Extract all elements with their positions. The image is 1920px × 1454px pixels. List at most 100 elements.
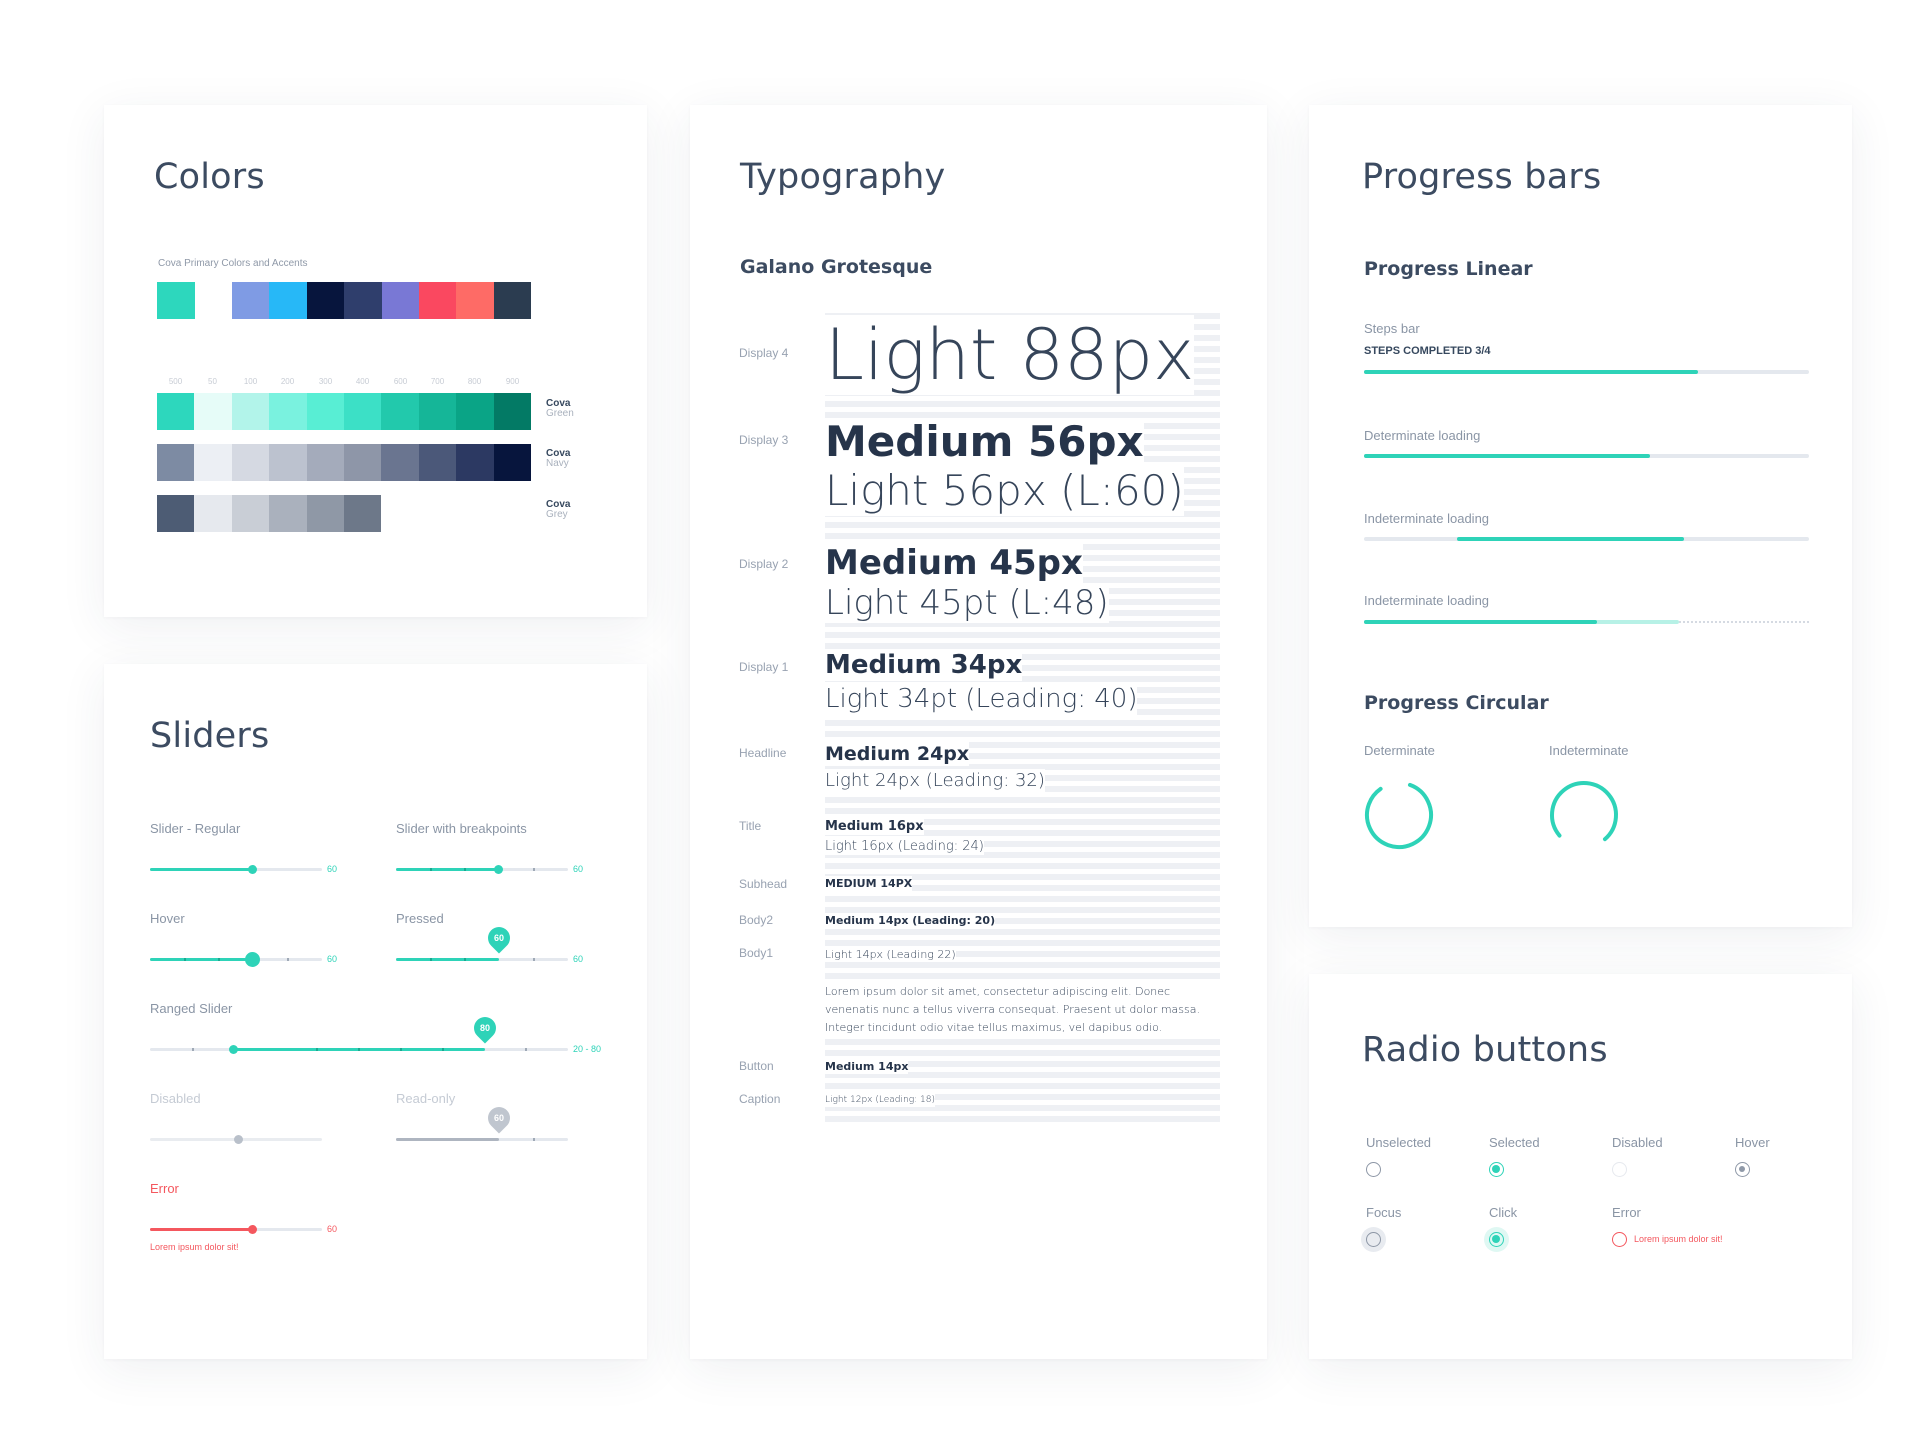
slider-hover-label: Hover xyxy=(150,911,185,926)
sliders-title: Sliders xyxy=(150,716,270,756)
navy-swatch[interactable] xyxy=(306,444,344,481)
slider-tick xyxy=(358,1048,360,1051)
body1-paragraph: Lorem ipsum dolor sit amet, consectetur … xyxy=(825,983,1220,1037)
green-swatch[interactable] xyxy=(493,393,531,430)
navy-sub: Navy xyxy=(546,458,569,469)
primary-swatch[interactable] xyxy=(344,282,382,319)
steps-bar-fill xyxy=(1364,370,1698,374)
radio-hover[interactable] xyxy=(1735,1162,1750,1177)
type-label: Display 2 xyxy=(739,557,789,571)
grey-row-name: Cova Grey xyxy=(546,500,570,520)
navy-swatch[interactable] xyxy=(418,444,457,481)
slider-tick xyxy=(192,1048,194,1051)
navy-swatch[interactable] xyxy=(456,444,494,481)
grey-swatch[interactable] xyxy=(194,495,232,532)
slider-pressed-label: Pressed xyxy=(396,911,444,926)
navy-swatch[interactable] xyxy=(194,444,232,481)
radio-focus[interactable] xyxy=(1366,1232,1381,1247)
green-swatch[interactable] xyxy=(343,393,382,430)
navy-swatch[interactable] xyxy=(157,444,195,481)
primary-swatch[interactable] xyxy=(269,282,307,319)
progress-title: Progress bars xyxy=(1362,157,1602,197)
green-swatch[interactable] xyxy=(381,393,419,430)
navy-swatch[interactable] xyxy=(343,444,382,481)
grey-swatch[interactable] xyxy=(157,495,195,532)
green-swatch[interactable] xyxy=(306,393,344,430)
slider-disabled-thumb xyxy=(234,1135,243,1144)
primary-swatch[interactable] xyxy=(493,282,532,319)
grey-sub: Grey xyxy=(546,509,568,520)
green-swatch[interactable] xyxy=(269,393,307,430)
buffer-fill xyxy=(1364,620,1597,624)
grey-swatch-row xyxy=(157,495,382,532)
radio-hover-label: Hover xyxy=(1735,1135,1770,1150)
grey-swatch[interactable] xyxy=(343,495,382,532)
button-medium: Medium 14px xyxy=(825,1059,909,1074)
typography-title: Typography xyxy=(740,157,946,197)
green-swatch[interactable] xyxy=(231,393,270,430)
display1-light: Light 34pt (Leading: 40) xyxy=(825,683,1138,715)
radio-click[interactable] xyxy=(1489,1232,1504,1247)
title-medium: Medium 16px xyxy=(825,818,924,835)
slider-tick xyxy=(287,958,289,961)
primary-swatch[interactable] xyxy=(306,282,345,319)
slider-regular-thumb[interactable] xyxy=(248,865,257,874)
primary-swatch[interactable] xyxy=(456,282,494,319)
radio-unselected[interactable] xyxy=(1366,1162,1381,1177)
slider-tick xyxy=(430,958,432,961)
radio-selected-label: Selected xyxy=(1489,1135,1540,1150)
slider-ranged-thumb-low[interactable] xyxy=(229,1045,238,1054)
green-swatch[interactable] xyxy=(157,393,195,430)
slider-tick xyxy=(533,868,535,871)
slider-hover-thumb[interactable] xyxy=(245,952,260,967)
primary-swatch[interactable] xyxy=(232,282,270,319)
slider-tick xyxy=(464,958,466,961)
green-swatch[interactable] xyxy=(418,393,457,430)
subhead-medium: MEDIUM 14PX xyxy=(825,876,913,891)
green-swatch[interactable] xyxy=(194,393,232,430)
type-label: Headline xyxy=(739,746,787,760)
colors-title: Colors xyxy=(154,157,265,197)
slider-readonly-fill xyxy=(396,1138,499,1141)
primary-swatch[interactable] xyxy=(418,282,457,319)
display2-light: Light 45pt (L:48) xyxy=(825,583,1109,623)
body2-medium: Medium 14px (Leading: 20) xyxy=(825,913,996,928)
display3-light: Light 56px (L:60) xyxy=(825,466,1184,516)
body1-light: Light 14px (Leading 22) xyxy=(825,947,956,962)
radio-selected[interactable] xyxy=(1489,1162,1504,1177)
type-label: Display 4 xyxy=(739,346,789,360)
slider-error-thumb[interactable] xyxy=(248,1225,257,1234)
radio-error[interactable] xyxy=(1612,1232,1627,1247)
grey-swatch[interactable] xyxy=(306,495,344,532)
scale-label: 300 xyxy=(318,377,333,386)
navy-swatch[interactable] xyxy=(493,444,531,481)
primary-swatch-accent[interactable] xyxy=(157,282,195,319)
slider-regular-fill xyxy=(150,868,253,871)
slider-readonly-pin-value: 60 xyxy=(493,1113,504,1123)
slider-tick xyxy=(218,958,220,961)
display2-medium: Medium 45px xyxy=(825,543,1083,583)
green-swatch[interactable] xyxy=(456,393,494,430)
buffer-label: Indeterminate loading xyxy=(1364,593,1490,608)
slider-breakpoints-thumb[interactable] xyxy=(494,865,503,874)
radio-hover-dot xyxy=(1739,1166,1745,1172)
radio-error-helper: Lorem ipsum dolor sit! xyxy=(1634,1234,1723,1244)
radio-unselected-label: Unselected xyxy=(1366,1135,1432,1150)
navy-swatch[interactable] xyxy=(381,444,419,481)
navy-swatch[interactable] xyxy=(231,444,270,481)
type-label: Body2 xyxy=(739,913,774,927)
grey-swatch[interactable] xyxy=(231,495,270,532)
navy-swatch[interactable] xyxy=(269,444,307,481)
scale-label: 900 xyxy=(505,377,520,386)
slider-error-value: 60 xyxy=(327,1224,338,1234)
grey-swatch[interactable] xyxy=(269,495,307,532)
determinate-fill xyxy=(1364,454,1650,458)
primary-swatch[interactable] xyxy=(381,282,419,319)
caption-light: Light 12px (Leading: 18) xyxy=(825,1094,935,1107)
type-label: Display 3 xyxy=(739,433,789,447)
slider-error-helper: Lorem ipsum dolor sit! xyxy=(150,1242,239,1252)
headline-medium: Medium 24px xyxy=(825,742,970,766)
primary-colors-caption: Cova Primary Colors and Accents xyxy=(158,258,308,269)
radio-disabled-label: Disabled xyxy=(1612,1135,1663,1150)
type-label: Subhead xyxy=(739,877,788,891)
